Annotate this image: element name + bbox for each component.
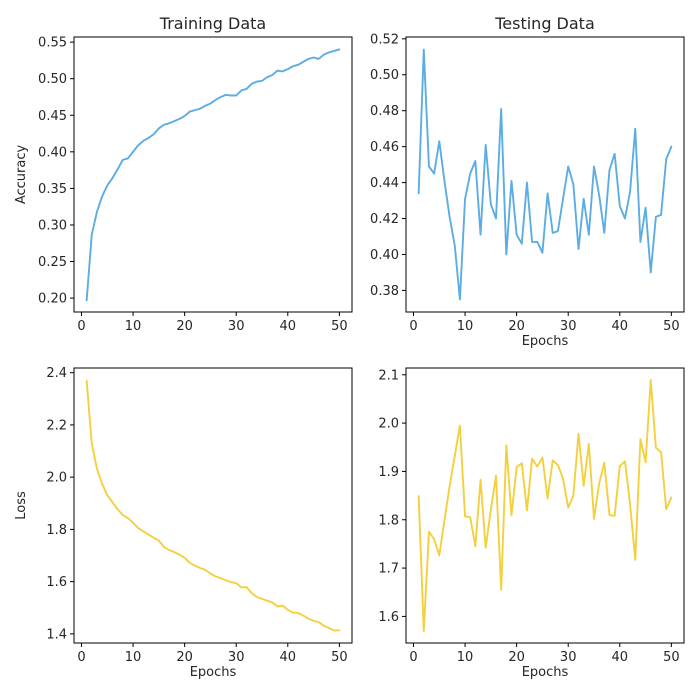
train-loss-line (85, 379, 341, 632)
test-acc-x-tick-label: 30 (560, 319, 577, 334)
train-loss-y-axis-label: Loss (14, 491, 29, 520)
test-acc-line (417, 48, 673, 301)
train-loss-panel: 0 10 20 30 40 50 1.4 1.6 1.8 2.0 2.2 2.4 Epochs Loss (14, 366, 353, 680)
test-acc-x-tick-label: 10 (457, 319, 474, 334)
train-acc-y-axis-label: Accuracy (14, 145, 29, 205)
test-loss-x-tick-label: 0 (409, 650, 417, 665)
test-acc-y-tick-label: 0.50 (370, 68, 399, 83)
train-loss-x-tick-label: 50 (331, 650, 348, 665)
test-acc-y-tick-label: 0.46 (370, 140, 399, 155)
train-acc-y-tick-label: 0.50 (38, 72, 67, 87)
test-loss-line (417, 379, 673, 632)
train-loss-y-tick-label: 1.4 (46, 627, 67, 642)
test-loss-x-tick-label: 20 (508, 650, 525, 665)
test-acc-y-tick-label: 0.42 (370, 212, 399, 227)
train-acc-title: Training Data (159, 14, 266, 33)
train-acc-y-tick-label: 0.25 (38, 255, 67, 270)
train-loss-y-tick-label: 1.6 (46, 575, 67, 590)
test-loss-panel: 0 10 20 30 40 50 1.6 1.7 1.8 1.9 2.0 2.1 Epochs (378, 367, 685, 680)
train-loss-y-tick-label: 2.2 (46, 418, 67, 433)
test-acc-x-tick-label: 0 (409, 319, 417, 334)
test-loss-x-tick-label: 50 (663, 650, 680, 665)
test-acc-y-tick-label: 0.38 (370, 284, 399, 299)
train-acc-y-tick-label: 0.55 (38, 36, 67, 51)
test-loss-x-tick-label: 10 (457, 650, 474, 665)
test-acc-x-tick-label: 50 (663, 319, 680, 334)
train-loss-y-tick-label: 1.8 (46, 523, 67, 538)
test-loss-y-tick-label: 1.7 (378, 562, 399, 577)
test-loss-axes-frame (405, 367, 685, 644)
test-loss-y-tick-label: 2.0 (378, 417, 399, 432)
train-acc-y-tick-label: 0.20 (38, 292, 67, 307)
train-acc-y-tick-label: 0.30 (38, 218, 67, 233)
train-acc-x-tick-label: 10 (125, 319, 142, 334)
train-acc-axes-frame (73, 36, 353, 313)
test-acc-y-tick-label: 0.48 (370, 104, 399, 119)
test-loss-y-tick-label: 1.9 (378, 465, 399, 480)
train-loss-y-tick-label: 2.0 (46, 471, 67, 486)
train-acc-y-tick-label: 0.40 (38, 145, 67, 160)
test-acc-x-tick-label: 20 (508, 319, 525, 334)
train-loss-x-tick-label: 40 (280, 650, 297, 665)
test-loss-y-tick-label: 2.1 (378, 368, 399, 383)
test-acc-axes-frame (405, 36, 685, 313)
train-acc-panel: 0 10 20 30 40 50 0.20 0.25 0.30 0.35 0.40 0.45 0.50 0… (14, 14, 353, 334)
test-acc-y-tick-label: 0.44 (370, 176, 399, 191)
test-acc-x-axis-label: Epochs (522, 334, 569, 349)
test-acc-y-tick-label: 0.52 (370, 32, 399, 47)
train-loss-x-tick-label: 20 (176, 650, 193, 665)
test-acc-panel: 0 10 20 30 40 50 0.38 0.40 0.42 0.44 0.46 0.48 0.50 0… (370, 14, 685, 349)
test-acc-y-tick-label: 0.40 (370, 248, 399, 263)
test-loss-x-tick-label: 30 (560, 650, 577, 665)
test-acc-x-tick-label: 40 (612, 319, 629, 334)
train-loss-x-axis-label: Epochs (190, 665, 237, 680)
train-acc-x-tick-label: 50 (331, 319, 348, 334)
train-acc-x-tick-label: 20 (176, 319, 193, 334)
train-loss-y-tick-label: 2.4 (46, 366, 67, 381)
train-acc-x-tick-label: 0 (77, 319, 85, 334)
test-loss-y-tick-label: 1.8 (378, 513, 399, 528)
test-loss-x-axis-label: Epochs (522, 665, 569, 680)
train-loss-axes-frame (73, 367, 353, 644)
train-acc-x-tick-label: 30 (228, 319, 245, 334)
train-acc-y-tick-label: 0.45 (38, 109, 67, 124)
test-loss-x-tick-label: 40 (612, 650, 629, 665)
train-acc-x-tick-label: 40 (280, 319, 297, 334)
test-acc-title: Testing Data (494, 14, 595, 33)
train-acc-y-tick-label: 0.35 (38, 182, 67, 197)
test-loss-y-tick-label: 1.6 (378, 610, 399, 625)
train-acc-line (85, 48, 341, 302)
train-loss-x-tick-label: 10 (125, 650, 142, 665)
train-loss-x-tick-label: 30 (228, 650, 245, 665)
train-loss-x-tick-label: 0 (77, 650, 85, 665)
